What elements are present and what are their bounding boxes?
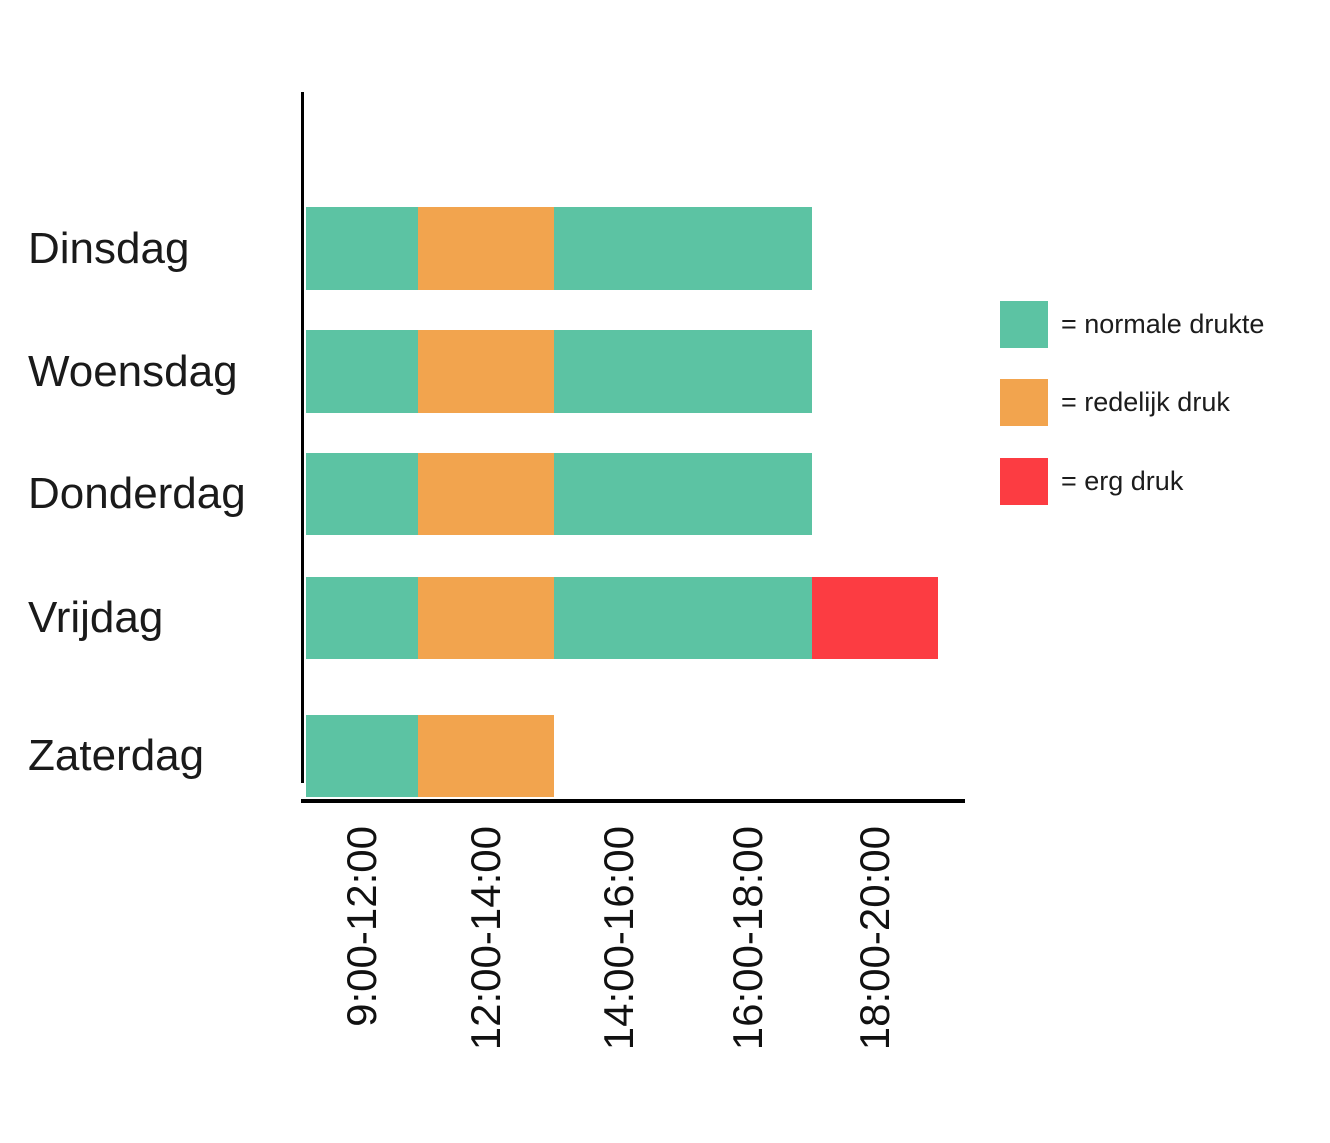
- bar-segment-dinsdag-normaal: [554, 207, 812, 290]
- legend-swatch-redelijk-druk: [1000, 379, 1048, 426]
- x-axis-tick-label-18-00-20-00: 18:00-20:00: [850, 826, 898, 1051]
- bar-segment-donderdag-normaal: [306, 453, 418, 535]
- bar-segment-woensdag-normaal: [554, 330, 812, 413]
- x-axis-tick-label-12-00-14-00: 12:00-14:00: [461, 826, 509, 1051]
- bar-segment-dinsdag-redelijk: [418, 207, 554, 290]
- y-axis-label-vrijdag: Vrijdag: [28, 593, 164, 642]
- y-axis-label-donderdag: Donderdag: [28, 469, 246, 518]
- legend-label-redelijk-druk: = redelijk druk: [1061, 387, 1230, 417]
- bar-segment-donderdag-normaal: [554, 453, 812, 535]
- legend-item-normale-drukte: = normale drukte: [1000, 301, 1264, 348]
- legend-swatch-erg-druk: [1000, 458, 1048, 505]
- bar-segment-vrijdag-erg: [812, 577, 938, 659]
- y-axis-line: [301, 92, 304, 783]
- legend-label-erg-druk: = erg druk: [1061, 466, 1184, 496]
- y-axis-label-dinsdag: Dinsdag: [28, 223, 190, 273]
- bar-segment-zaterdag-redelijk: [418, 715, 554, 797]
- bar-segment-vrijdag-redelijk: [418, 577, 554, 659]
- bar-segment-vrijdag-normaal: [554, 577, 812, 659]
- bar-segment-zaterdag-normaal: [306, 715, 418, 797]
- bar-segment-vrijdag-normaal: [306, 577, 418, 659]
- bar-segment-donderdag-redelijk: [418, 453, 554, 535]
- y-axis-label-zaterdag: Zaterdag: [28, 731, 205, 780]
- x-axis-tick-label-16-00-18-00: 16:00-18:00: [723, 826, 771, 1051]
- bar-segment-woensdag-redelijk: [418, 330, 554, 413]
- y-axis-label-woensdag: Woensdag: [28, 346, 238, 396]
- legend-swatch-normale-drukte: [1000, 301, 1048, 348]
- x-axis-tick-label-14-00-16-00: 14:00-16:00: [594, 826, 642, 1051]
- legend-item-redelijk-druk: = redelijk druk: [1000, 379, 1230, 426]
- bar-segment-dinsdag-normaal: [306, 207, 418, 290]
- legend-label-normale-drukte: = normale drukte: [1061, 309, 1265, 339]
- bar-segment-woensdag-normaal: [306, 330, 418, 413]
- x-axis-tick-label-9-00-12-00: 9:00-12:00: [337, 826, 385, 1027]
- x-axis-line: [301, 799, 965, 803]
- legend-item-erg-druk: = erg druk: [1000, 458, 1183, 505]
